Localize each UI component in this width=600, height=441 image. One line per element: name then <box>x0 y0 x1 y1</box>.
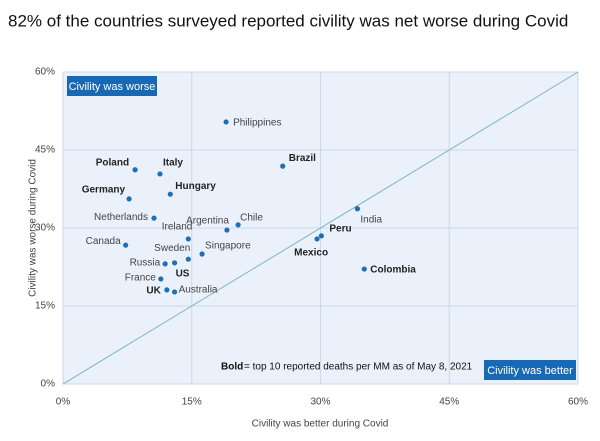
point-label: Brazil <box>289 153 316 164</box>
point-label: Canada <box>86 236 121 247</box>
point-label: Poland <box>96 157 129 168</box>
point-label: Colombia <box>370 265 416 276</box>
y-tick-label: 60% <box>35 67 55 78</box>
point-label: Russia <box>130 258 161 269</box>
y-tick-label: 45% <box>35 145 55 156</box>
point <box>171 289 178 295</box>
y-axis-title: Civility was worse during Covid <box>28 159 39 297</box>
point-label: Australia <box>179 285 218 296</box>
point-label: Germany <box>82 185 126 196</box>
point <box>314 236 320 242</box>
point <box>158 276 164 282</box>
point <box>162 261 168 267</box>
x-tick-label: 30% <box>310 397 330 408</box>
x-tick-label: 15% <box>182 397 202 408</box>
point <box>157 171 163 177</box>
point-label: Singapore <box>205 241 251 252</box>
y-tick-label: 15% <box>35 301 55 312</box>
point <box>280 163 286 169</box>
point <box>185 236 191 242</box>
point-label: France <box>125 273 157 284</box>
note-bold: Bold <box>221 362 243 373</box>
annotation-box <box>484 360 576 380</box>
point <box>126 196 132 202</box>
reference-line <box>62 71 579 385</box>
annotation-box <box>67 76 157 96</box>
point <box>361 266 367 272</box>
chart-title: 82% of the countries surveyed reported c… <box>8 11 568 30</box>
annotation: Civility was better <box>487 365 573 377</box>
point-label: Hungary <box>175 181 216 192</box>
point-label: Mexico <box>294 248 328 259</box>
point <box>199 251 205 257</box>
point <box>123 242 129 248</box>
point <box>318 233 324 239</box>
point <box>151 215 157 221</box>
point <box>354 206 361 212</box>
y-tick-label: 0% <box>41 379 56 390</box>
point-label: Sweden <box>154 243 190 254</box>
point-label: India <box>360 214 382 225</box>
point <box>132 167 138 173</box>
point-label: UK <box>146 286 161 297</box>
point <box>185 256 191 262</box>
y-tick-label: 30% <box>35 223 55 234</box>
point-label: Chile <box>240 213 263 224</box>
point-label: Italy <box>163 158 183 169</box>
point-label: US <box>176 268 190 279</box>
point <box>235 222 241 228</box>
point-label: Netherlands <box>94 212 148 223</box>
x-axis-title: Civility was better during Covid <box>252 419 389 430</box>
note: = top 10 reported deaths per MM as of Ma… <box>244 362 473 373</box>
point-label: Philippines <box>233 118 281 129</box>
point <box>167 191 173 197</box>
point <box>164 287 170 293</box>
x-tick-label: 0% <box>56 397 71 408</box>
annotation: Civility was worse <box>69 81 156 93</box>
point-label: Peru <box>329 223 351 234</box>
point <box>224 227 230 233</box>
point-label: Argentina <box>186 216 229 227</box>
x-tick-label: 60% <box>568 397 588 408</box>
x-tick-label: 45% <box>439 397 459 408</box>
point <box>171 260 178 266</box>
point <box>223 119 229 125</box>
point-label: Ireland <box>162 222 193 233</box>
